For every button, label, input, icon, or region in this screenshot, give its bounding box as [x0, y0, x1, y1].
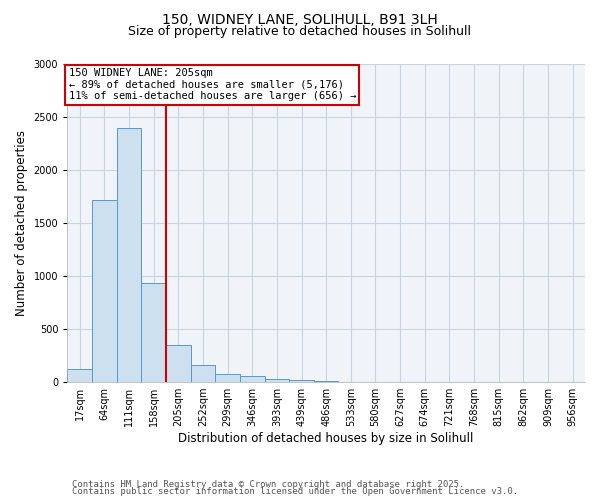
Text: Contains HM Land Registry data © Crown copyright and database right 2025.: Contains HM Land Registry data © Crown c… [72, 480, 464, 489]
Text: Contains public sector information licensed under the Open Government Licence v3: Contains public sector information licen… [72, 488, 518, 496]
Bar [141, 284, 166, 382]
Bar [67, 370, 92, 382]
Y-axis label: Number of detached properties: Number of detached properties [15, 130, 28, 316]
Bar [289, 380, 314, 382]
Text: 150 WIDNEY LANE: 205sqm
← 89% of detached houses are smaller (5,176)
11% of semi: 150 WIDNEY LANE: 205sqm ← 89% of detache… [68, 68, 356, 102]
Bar [166, 345, 191, 382]
Text: Size of property relative to detached houses in Solihull: Size of property relative to detached ho… [128, 25, 472, 38]
Bar [191, 365, 215, 382]
Bar [92, 200, 116, 382]
Bar [265, 379, 289, 382]
X-axis label: Distribution of detached houses by size in Solihull: Distribution of detached houses by size … [178, 432, 474, 445]
Bar [314, 381, 338, 382]
Bar [240, 376, 265, 382]
Bar [116, 128, 141, 382]
Bar [215, 374, 240, 382]
Text: 150, WIDNEY LANE, SOLIHULL, B91 3LH: 150, WIDNEY LANE, SOLIHULL, B91 3LH [162, 12, 438, 26]
